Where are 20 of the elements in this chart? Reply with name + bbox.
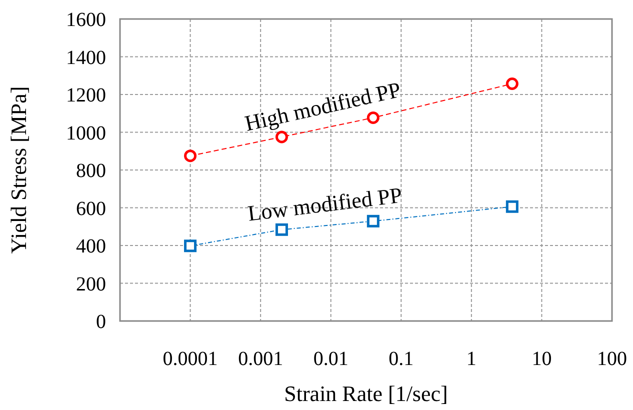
y-tick-label: 1000 — [66, 122, 106, 144]
y-tick-label: 200 — [76, 273, 106, 296]
y-axis-title: Yield Stress [MPa] — [6, 86, 31, 254]
x-tick-label: 100 — [597, 348, 627, 370]
text: Low modified PP — [246, 182, 404, 226]
y-tick-label: 1600 — [66, 9, 106, 31]
y-tick-label: 400 — [76, 236, 106, 258]
y-tick-label: 1200 — [66, 84, 106, 106]
y-tick-label: 600 — [76, 198, 106, 220]
y-tick-label: 0 — [96, 311, 106, 333]
x-tick-label: 0.1 — [388, 348, 414, 370]
x-tick-label: 0.0001 — [162, 348, 218, 370]
x-tick-label: 0.01 — [313, 348, 348, 370]
x-tick-label: 0.001 — [238, 348, 284, 370]
x-tick-label: 10 — [532, 348, 552, 370]
x-tick-label: 1 — [466, 348, 476, 370]
y-tick-label: 1400 — [66, 46, 106, 69]
x-axis-title: Strain Rate [1/sec] — [284, 381, 448, 406]
y-tick-label: 800 — [76, 160, 106, 182]
text: High modified PP — [242, 76, 404, 136]
